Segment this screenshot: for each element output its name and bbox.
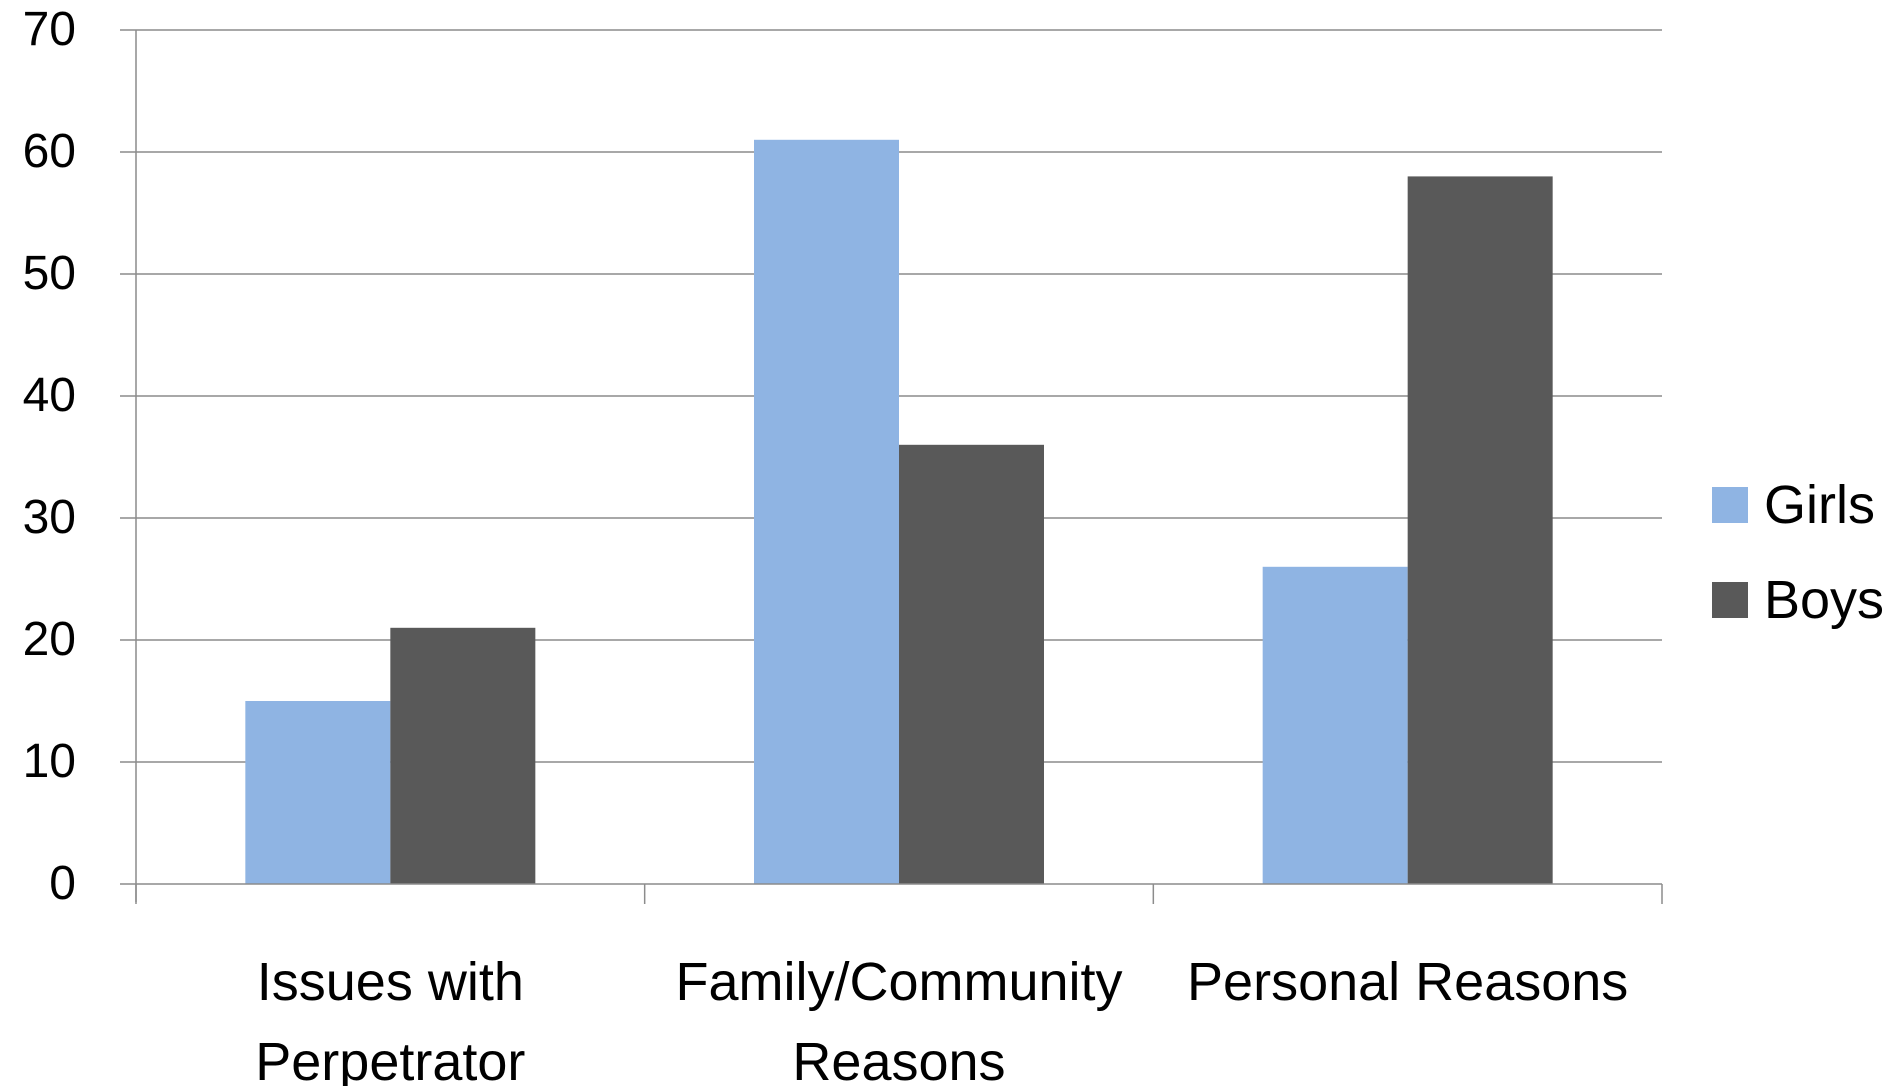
- y-tick-label: 20: [23, 613, 76, 666]
- y-tick-label: 50: [23, 247, 76, 300]
- y-axis-tick-labels: 0 10 20 30 40 50 60 70: [23, 3, 76, 910]
- y-tick-label: 70: [23, 3, 76, 56]
- bar-girls: [1262, 566, 1408, 884]
- x-tick-label-line: Issues with: [257, 952, 524, 1012]
- bar-girls: [754, 139, 899, 885]
- legend: Girls Boys: [1712, 475, 1884, 630]
- bar-boys: [1407, 176, 1553, 884]
- legend-label: Girls: [1764, 475, 1875, 535]
- x-tick-label: Personal Reasons: [1187, 952, 1628, 1012]
- x-tick-label-line: Perpetrator: [255, 1032, 525, 1086]
- x-tick-label: Issues with Perpetrator: [255, 952, 525, 1086]
- x-tick-label-line: Family/Community: [675, 952, 1122, 1012]
- x-tick-label: Family/Community Reasons: [675, 952, 1122, 1086]
- bar-boys: [390, 627, 536, 884]
- bar-boys: [899, 444, 1044, 884]
- y-tick-label: 60: [23, 125, 76, 178]
- y-tick-label: 10: [23, 735, 76, 788]
- axes: [120, 30, 1663, 904]
- bar-girls: [245, 701, 391, 884]
- y-tick-label: 30: [23, 491, 76, 544]
- y-tick-label: 40: [23, 369, 76, 422]
- legend-swatch-boys: [1712, 582, 1748, 618]
- x-axis-category-labels: Issues with Perpetrator Family/Community Re…: [255, 952, 1628, 1086]
- x-tick-label-line: Reasons: [792, 1032, 1005, 1086]
- legend-label: Boys: [1764, 570, 1884, 630]
- legend-swatch-girls: [1712, 487, 1748, 523]
- x-tick-label-line: Personal Reasons: [1187, 952, 1628, 1012]
- bars: [245, 139, 1553, 885]
- y-tick-label: 0: [49, 857, 76, 910]
